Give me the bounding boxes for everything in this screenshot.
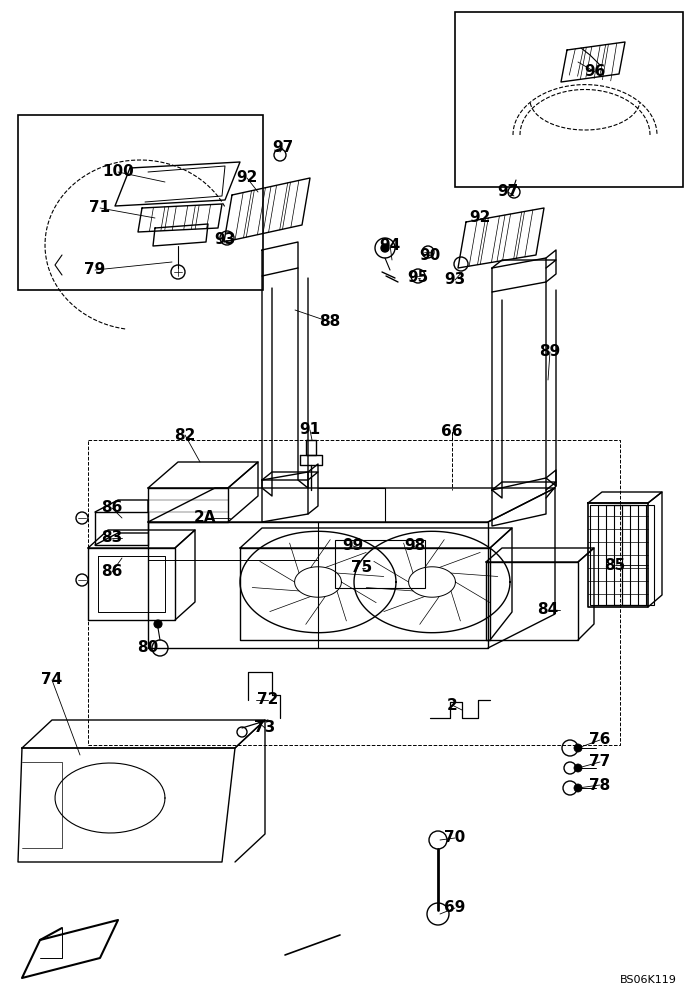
Bar xyxy=(598,505,630,605)
Text: 90: 90 xyxy=(420,247,441,262)
Circle shape xyxy=(375,238,395,258)
Text: 72: 72 xyxy=(258,692,278,708)
Text: 97: 97 xyxy=(498,184,519,200)
Text: 69: 69 xyxy=(444,900,466,916)
Text: 86: 86 xyxy=(102,564,122,580)
Text: 82: 82 xyxy=(174,428,196,442)
Text: 86: 86 xyxy=(102,500,122,516)
Text: 97: 97 xyxy=(272,140,294,155)
Text: 66: 66 xyxy=(441,424,463,440)
Text: 95: 95 xyxy=(407,270,429,286)
Text: 92: 92 xyxy=(237,170,258,186)
Text: 2: 2 xyxy=(447,698,457,712)
Text: 96: 96 xyxy=(585,64,606,80)
Text: 73: 73 xyxy=(254,720,276,736)
Text: 76: 76 xyxy=(590,732,610,748)
Circle shape xyxy=(154,620,162,628)
Text: 78: 78 xyxy=(590,778,610,792)
Text: 92: 92 xyxy=(469,211,491,226)
Text: 98: 98 xyxy=(404,538,426,554)
Text: 74: 74 xyxy=(41,672,63,688)
Circle shape xyxy=(574,764,582,772)
Text: BS06K119: BS06K119 xyxy=(619,975,677,985)
Text: 94: 94 xyxy=(379,237,401,252)
Text: 93: 93 xyxy=(214,232,236,247)
Circle shape xyxy=(574,784,582,792)
Bar xyxy=(590,505,622,605)
Circle shape xyxy=(574,744,582,752)
Bar xyxy=(455,12,683,187)
Bar xyxy=(18,115,263,290)
Bar xyxy=(335,540,425,588)
Text: 84: 84 xyxy=(537,602,559,617)
Bar xyxy=(614,505,646,605)
Circle shape xyxy=(381,244,389,252)
Text: 79: 79 xyxy=(84,262,106,277)
Text: 75: 75 xyxy=(351,560,372,576)
Bar xyxy=(622,505,654,605)
Text: 88: 88 xyxy=(319,314,340,330)
Text: 91: 91 xyxy=(299,422,321,438)
Text: 93: 93 xyxy=(444,272,466,288)
Text: 100: 100 xyxy=(102,164,134,180)
Bar xyxy=(606,505,638,605)
Text: 77: 77 xyxy=(590,754,610,770)
Text: 70: 70 xyxy=(444,830,466,846)
Text: 99: 99 xyxy=(342,538,363,554)
Text: 2A: 2A xyxy=(193,510,216,526)
Text: 89: 89 xyxy=(539,344,560,360)
Text: 85: 85 xyxy=(604,558,626,572)
Text: 83: 83 xyxy=(102,530,122,546)
Text: 71: 71 xyxy=(90,200,111,216)
Text: 80: 80 xyxy=(137,641,159,656)
